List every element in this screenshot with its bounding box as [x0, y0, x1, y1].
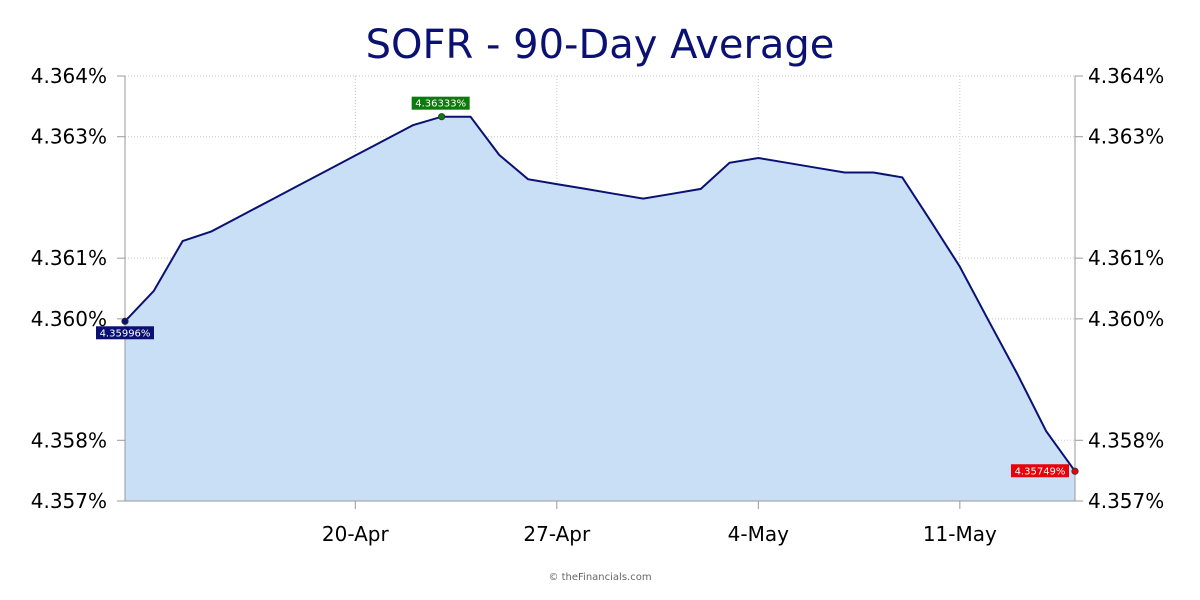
y-axis-left-ticks: 4.357% 4.358% 4.360% 4.361% 4.363% 4.364%: [31, 64, 125, 513]
x-tick-label: 20-Apr: [322, 522, 390, 546]
y-tick-label: 4.361%: [31, 246, 107, 270]
y-tick-label: 4.358%: [31, 428, 107, 452]
y-tick-label: 4.363%: [31, 125, 107, 149]
x-axis-ticks: 20-Apr 27-Apr 4-May 11-May: [322, 501, 997, 546]
x-tick-label: 27-Apr: [523, 522, 591, 546]
y-tick-label: 4.358%: [1088, 428, 1164, 452]
max-value-label: 4.36333%: [415, 99, 466, 110]
y-tick-label: 4.364%: [1088, 64, 1164, 88]
y-tick-label: 4.357%: [31, 489, 107, 513]
chart-title: SOFR - 90-Day Average: [366, 22, 835, 68]
max-value-point: [438, 113, 446, 121]
max-value-flag: [411, 96, 470, 110]
last-value-label: 4.35749%: [1015, 466, 1066, 477]
axes: [124, 76, 1076, 502]
x-tick-label: 11-May: [923, 522, 997, 546]
credit-text: © theFinancials.com: [548, 572, 651, 583]
last-value-point: [1071, 467, 1079, 475]
series-line: [124, 115, 1076, 472]
area-fill: [125, 116, 1075, 501]
y-tick-label: 4.364%: [31, 64, 107, 88]
y-axis-right-ticks: 4.357% 4.358% 4.360% 4.361% 4.363% 4.364%: [1075, 64, 1164, 513]
y-tick-label: 4.360%: [31, 307, 107, 331]
y-tick-label: 4.363%: [1088, 125, 1164, 149]
markers: 4.35996% 4.36333% 4.35749%: [96, 96, 1079, 478]
x-tick-label: 4-May: [728, 522, 789, 546]
first-value-point: [121, 317, 129, 325]
y-tick-label: 4.361%: [1088, 246, 1164, 270]
y-tick-label: 4.360%: [1088, 307, 1164, 331]
first-value-flag: [96, 326, 154, 340]
first-value-label: 4.35996%: [100, 328, 151, 339]
y-tick-label: 4.357%: [1088, 489, 1164, 513]
last-value-flag: [1011, 464, 1069, 478]
